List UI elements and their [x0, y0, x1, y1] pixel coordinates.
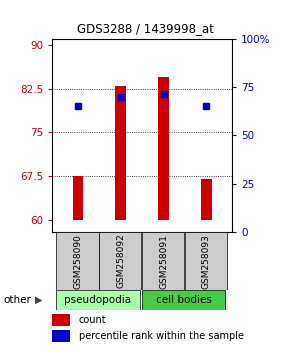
Text: cell bodies: cell bodies: [156, 295, 211, 305]
Text: other: other: [3, 295, 31, 305]
Bar: [52, 330, 70, 342]
Text: GSM258091: GSM258091: [159, 234, 168, 289]
Bar: [115, 86, 126, 220]
Text: GSM258092: GSM258092: [116, 234, 125, 289]
Bar: [72, 176, 83, 220]
Text: pseudopodia: pseudopodia: [64, 295, 131, 305]
Text: GDS3288 / 1439998_at: GDS3288 / 1439998_at: [77, 22, 213, 35]
Bar: [56, 232, 99, 290]
Text: GSM258090: GSM258090: [73, 234, 82, 289]
Bar: [158, 77, 169, 220]
Bar: [201, 179, 212, 220]
Bar: [56, 290, 139, 310]
Bar: [142, 232, 184, 290]
Bar: [142, 290, 225, 310]
Text: percentile rank within the sample: percentile rank within the sample: [79, 331, 244, 341]
Bar: [99, 232, 141, 290]
Bar: [52, 314, 70, 326]
Text: count: count: [79, 315, 107, 325]
Text: ▶: ▶: [35, 295, 42, 305]
Bar: [185, 232, 227, 290]
Text: GSM258093: GSM258093: [202, 234, 211, 289]
